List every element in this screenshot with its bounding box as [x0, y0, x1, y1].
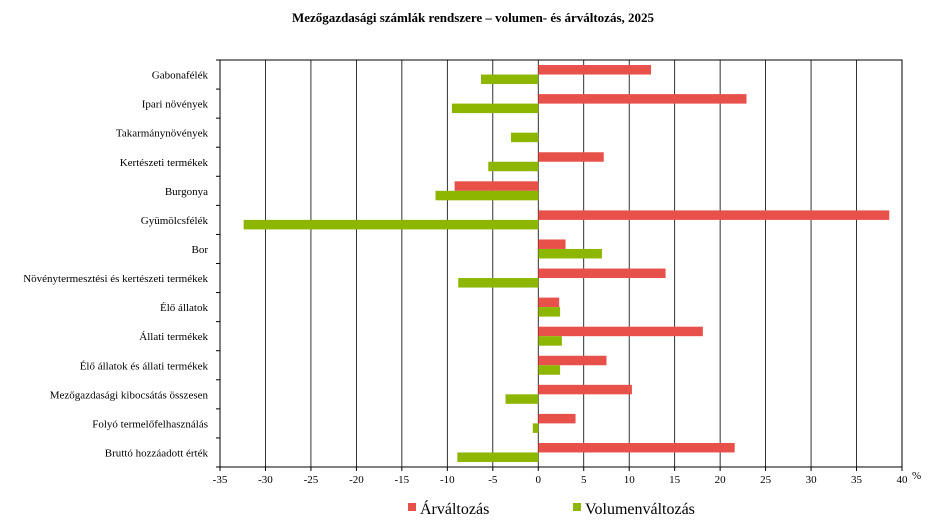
x-tick-label: -15 [395, 474, 410, 486]
volume-change-bar [538, 248, 602, 259]
volume-change-bar [243, 219, 539, 230]
price-change-bar [538, 413, 576, 424]
volume-change-bar [505, 394, 539, 404]
x-tick-label: 35 [851, 474, 863, 486]
plot-frame [219, 59, 903, 468]
x-axis-unit-label: % [912, 470, 921, 482]
x-tick-label: 10 [624, 474, 636, 486]
legend-label: Árváltozás [420, 499, 489, 518]
x-tick-label: -30 [258, 474, 273, 486]
x-tick-label: -35 [213, 474, 228, 486]
category-label: Takarmánynövények [116, 128, 209, 140]
price-change-bar [538, 65, 652, 75]
category-label: Élő állatok és állati termékek [80, 360, 209, 372]
volume-change-bar [510, 132, 539, 143]
x-tick-label: 40 [897, 474, 909, 486]
volume-change-bar [451, 103, 539, 114]
price-change-bar [538, 297, 560, 308]
category-label: Burgonya [165, 186, 208, 198]
price-change-bar [538, 152, 604, 162]
x-tick-label: 30 [806, 474, 818, 486]
chart-title: Mezőgazdasági számlák rendszere – volume… [292, 10, 655, 25]
x-tick-label: -25 [304, 474, 319, 486]
volume-change-bar [538, 336, 562, 346]
legend-label: Volumenváltozás [585, 501, 695, 518]
x-tick-label: 25 [760, 474, 772, 486]
x-tick-label: 15 [669, 474, 681, 486]
x-tick-label: 0 [536, 474, 542, 486]
price-change-bar [538, 442, 735, 453]
volume-change-bar [488, 161, 539, 172]
x-tick-label: 20 [715, 474, 727, 486]
category-label: Kertészeti termékek [120, 157, 209, 169]
legend-swatch [573, 503, 581, 511]
volume-change-bar [538, 307, 561, 317]
category-label: Mezőgazdasági kibocsátás összesen [50, 389, 209, 401]
category-label: Gabonafélék [152, 70, 209, 82]
price-change-bar [538, 94, 747, 104]
volume-change-bar [457, 452, 539, 462]
grid-layer [219, 60, 903, 467]
volume-change-bar [435, 190, 539, 201]
legend: Árváltozás Volumenváltozás [408, 499, 695, 518]
price-change-bar [538, 210, 890, 220]
price-change-bar [538, 326, 703, 337]
bar-layer [243, 65, 890, 462]
x-tick-label: 5 [581, 474, 587, 486]
category-label: Bor [192, 244, 209, 256]
category-label: Bruttó hozzáadott érték [105, 447, 209, 459]
legend-swatch [408, 503, 416, 511]
axis-layer: -35 -30 -25 -20 -15 -10 -5 0 5 10 15 20 25 30 35 40 Gabo… [23, 59, 909, 486]
category-label: Folyó termelőfelhasználás [92, 418, 208, 430]
x-tick-label: -20 [349, 474, 364, 486]
price-change-bar [538, 268, 666, 279]
price-change-bar [538, 239, 566, 249]
x-tick-label: -5 [488, 474, 498, 486]
category-label: Ipari növények [142, 99, 209, 111]
category-label: Állati termékek [139, 331, 208, 343]
x-tick-label: -10 [440, 474, 455, 486]
price-change-bar [538, 384, 632, 395]
volume-change-bar [480, 74, 539, 85]
category-label: Növénytermesztési és kertészeti termékek [23, 273, 208, 285]
volume-change-bar [538, 365, 561, 375]
category-label: Gyümölcsfélék [141, 215, 209, 227]
volume-change-bar [458, 278, 539, 288]
volume-change-bar [532, 423, 539, 433]
category-label: Élő állatok [160, 302, 208, 314]
price-change-bar [454, 181, 539, 191]
price-change-bar [538, 355, 607, 366]
